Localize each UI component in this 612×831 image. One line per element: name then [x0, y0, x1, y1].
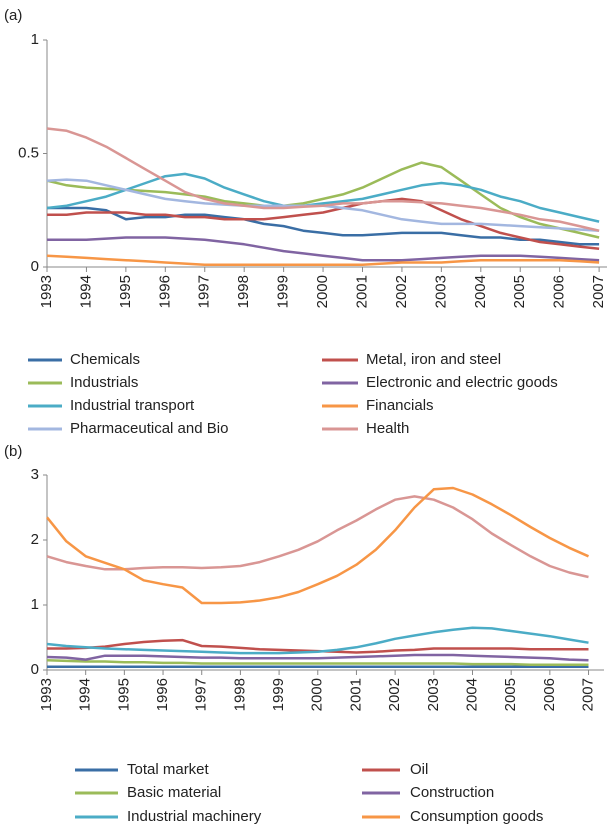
legend-label: Construction [410, 784, 494, 801]
legend-label: Consumption goods [410, 808, 543, 825]
x-tick-label: 2007 [590, 275, 607, 308]
x-tick-label: 1995 [117, 275, 134, 308]
series-line [46, 172, 600, 223]
series-line [46, 161, 600, 239]
y-tick-label: 0.5 [18, 144, 39, 161]
x-tick-label: 2006 [541, 678, 558, 711]
legend-label: Industrials [70, 374, 138, 391]
y-tick-label: 0 [31, 661, 39, 678]
x-tick-label: 1998 [235, 275, 252, 308]
x-tick-label: 1995 [115, 678, 132, 711]
y-tick-label: 1 [31, 31, 39, 48]
legend-label: Electronic and electric goods [366, 374, 558, 391]
series-line [47, 206, 600, 246]
x-tick-label: 1996 [156, 275, 173, 308]
legend-label: Chemicals [70, 351, 140, 368]
series-line [46, 127, 600, 232]
series-line [46, 626, 589, 655]
series-line [46, 495, 589, 579]
x-tick-label: 1999 [270, 678, 287, 711]
legend-label: Financials [366, 397, 434, 414]
legend-label: Total market [127, 761, 210, 778]
legend-label: Pharmaceutical and Bio [70, 420, 228, 437]
x-tick-label: 1993 [38, 275, 55, 308]
x-tick-label: 1997 [196, 275, 213, 308]
series-line [46, 653, 589, 662]
x-tick-label: 1994 [77, 275, 94, 308]
legend-label: Metal, iron and steel [366, 351, 501, 368]
y-tick-label: 0 [31, 258, 39, 275]
legend-label: Oil [410, 761, 428, 778]
legend-label: Industrial machinery [127, 808, 262, 825]
panel-label: (b) [4, 443, 22, 460]
legend-label: Industrial transport [70, 397, 195, 414]
x-tick-label: 2004 [463, 678, 480, 711]
series-line [47, 236, 600, 262]
x-tick-label: 1996 [154, 678, 171, 711]
legend-label: Basic material [127, 784, 221, 801]
x-tick-label: 2001 [353, 275, 370, 308]
x-tick-label: 2002 [386, 678, 403, 711]
x-tick-label: 2005 [511, 275, 528, 308]
legend-label: Health [366, 420, 409, 437]
series-line [47, 197, 600, 251]
panel-label: (a) [4, 7, 22, 24]
x-tick-label: 2004 [472, 275, 489, 308]
x-tick-label: 2007 [579, 678, 596, 711]
series-line [46, 486, 590, 605]
x-tick-label: 2000 [309, 678, 326, 711]
x-tick-label: 1999 [275, 275, 292, 308]
x-tick-label: 1994 [77, 678, 94, 711]
y-tick-label: 3 [31, 466, 39, 483]
x-tick-label: 2002 [393, 275, 410, 308]
y-tick-label: 2 [31, 531, 39, 548]
x-tick-label: 2003 [425, 678, 442, 711]
x-tick-label: 2005 [502, 678, 519, 711]
series-line [46, 659, 589, 667]
x-tick-label: 1993 [38, 678, 55, 711]
x-tick-label: 2001 [347, 678, 364, 711]
x-tick-label: 2003 [432, 275, 449, 308]
x-tick-label: 1997 [193, 678, 210, 711]
x-tick-label: 2000 [314, 275, 331, 308]
x-tick-label: 1998 [231, 678, 248, 711]
y-tick-label: 1 [31, 596, 39, 613]
x-tick-label: 2006 [551, 275, 568, 308]
series-line [46, 254, 600, 266]
